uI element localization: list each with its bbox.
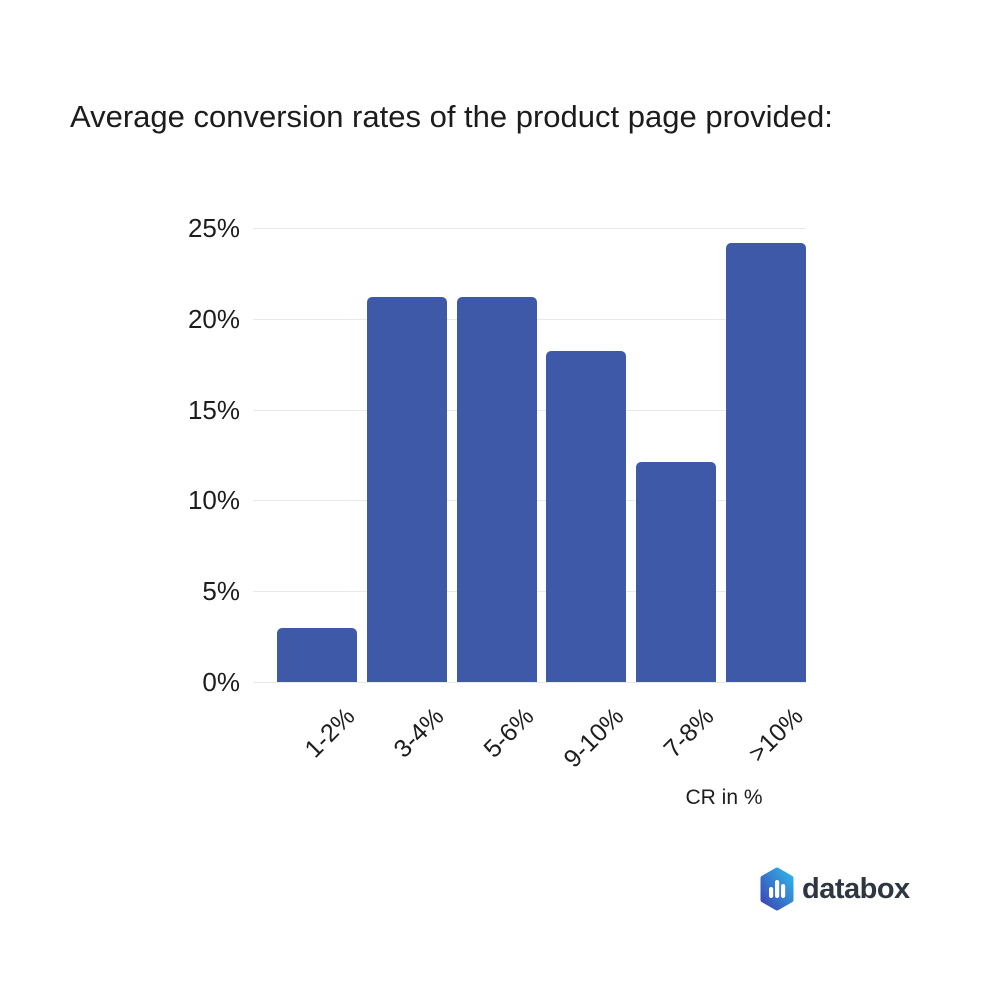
y-tick-label-0%: 0%	[202, 667, 240, 697]
y-tick-label-20%: 20%	[187, 304, 240, 334]
y-tick-label-5%: 5%	[202, 576, 240, 606]
bar-3-4%	[367, 297, 447, 682]
x-axis-title: CR in %	[685, 786, 763, 809]
gridline-0%	[253, 682, 806, 683]
x-tick-label-3-4%: 3-4%	[388, 702, 450, 764]
databox-logo: databox	[760, 866, 910, 912]
bar-5-6%	[457, 297, 537, 682]
y-tick-label-15%: 15%	[187, 395, 240, 425]
bar->10%	[726, 243, 806, 682]
x-tick-label-7-8%: 7-8%	[658, 702, 720, 764]
bar-1-2%	[277, 628, 357, 682]
gridline-25%	[253, 228, 806, 229]
bar-7-8%	[636, 462, 716, 682]
x-tick-label-5-6%: 5-6%	[478, 702, 540, 764]
bar-chart-hexagon-icon	[760, 867, 794, 911]
x-tick-label->10%: >10%	[743, 702, 810, 768]
x-tick-label-1-2%: 1-2%	[299, 702, 361, 764]
databox-wordmark: databox	[802, 873, 910, 905]
x-tick-label-9-10%: 9-10%	[558, 702, 630, 774]
y-tick-label-10%: 10%	[187, 485, 240, 515]
y-tick-label-25%: 25%	[187, 213, 240, 243]
bar-9-10%	[546, 351, 626, 682]
chart-title: Average conversion rates of the product …	[70, 99, 833, 134]
